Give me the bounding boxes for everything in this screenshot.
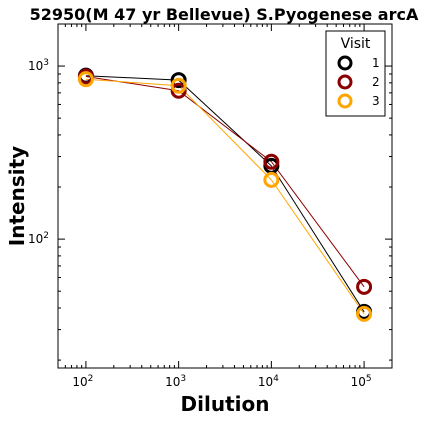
- data-point-3-2: [263, 171, 280, 188]
- legend-label-2: 2: [372, 75, 380, 89]
- data-point-2-1: [170, 82, 187, 99]
- plot-frame: [57, 23, 393, 369]
- legend-marker-1: [337, 55, 353, 71]
- y-tick-label: 102: [28, 231, 49, 246]
- data-point-3-0: [77, 71, 94, 88]
- chart-title: 52950(M 47 yr Bellevue) S.Pyogenese arcA: [30, 5, 419, 24]
- legend-box: [325, 30, 386, 117]
- data-point-3-1: [170, 77, 187, 94]
- x-tick-label: 104: [258, 374, 279, 389]
- y-axis-label: Intensity: [5, 146, 29, 246]
- legend-title: Visit: [341, 36, 371, 52]
- x-tick-label: 105: [351, 374, 372, 389]
- series-line-3: [85, 78, 365, 315]
- x-tick-label: 102: [72, 374, 93, 389]
- series-line-2: [85, 76, 365, 288]
- y-tick-label: 103: [28, 58, 49, 73]
- data-point-2-2: [263, 153, 280, 170]
- data-point-3-3: [356, 305, 373, 322]
- series-line-1: [85, 75, 365, 313]
- legend-marker-2: [337, 74, 353, 90]
- data-point-2-3: [356, 278, 373, 295]
- legend-label-3: 3: [372, 94, 380, 108]
- data-point-1-1: [170, 72, 187, 89]
- x-tick-label: 103: [165, 374, 186, 389]
- x-axis-label: Dilution: [181, 392, 270, 416]
- legend-label-1: 1: [372, 56, 380, 70]
- legend-marker-3: [337, 93, 353, 109]
